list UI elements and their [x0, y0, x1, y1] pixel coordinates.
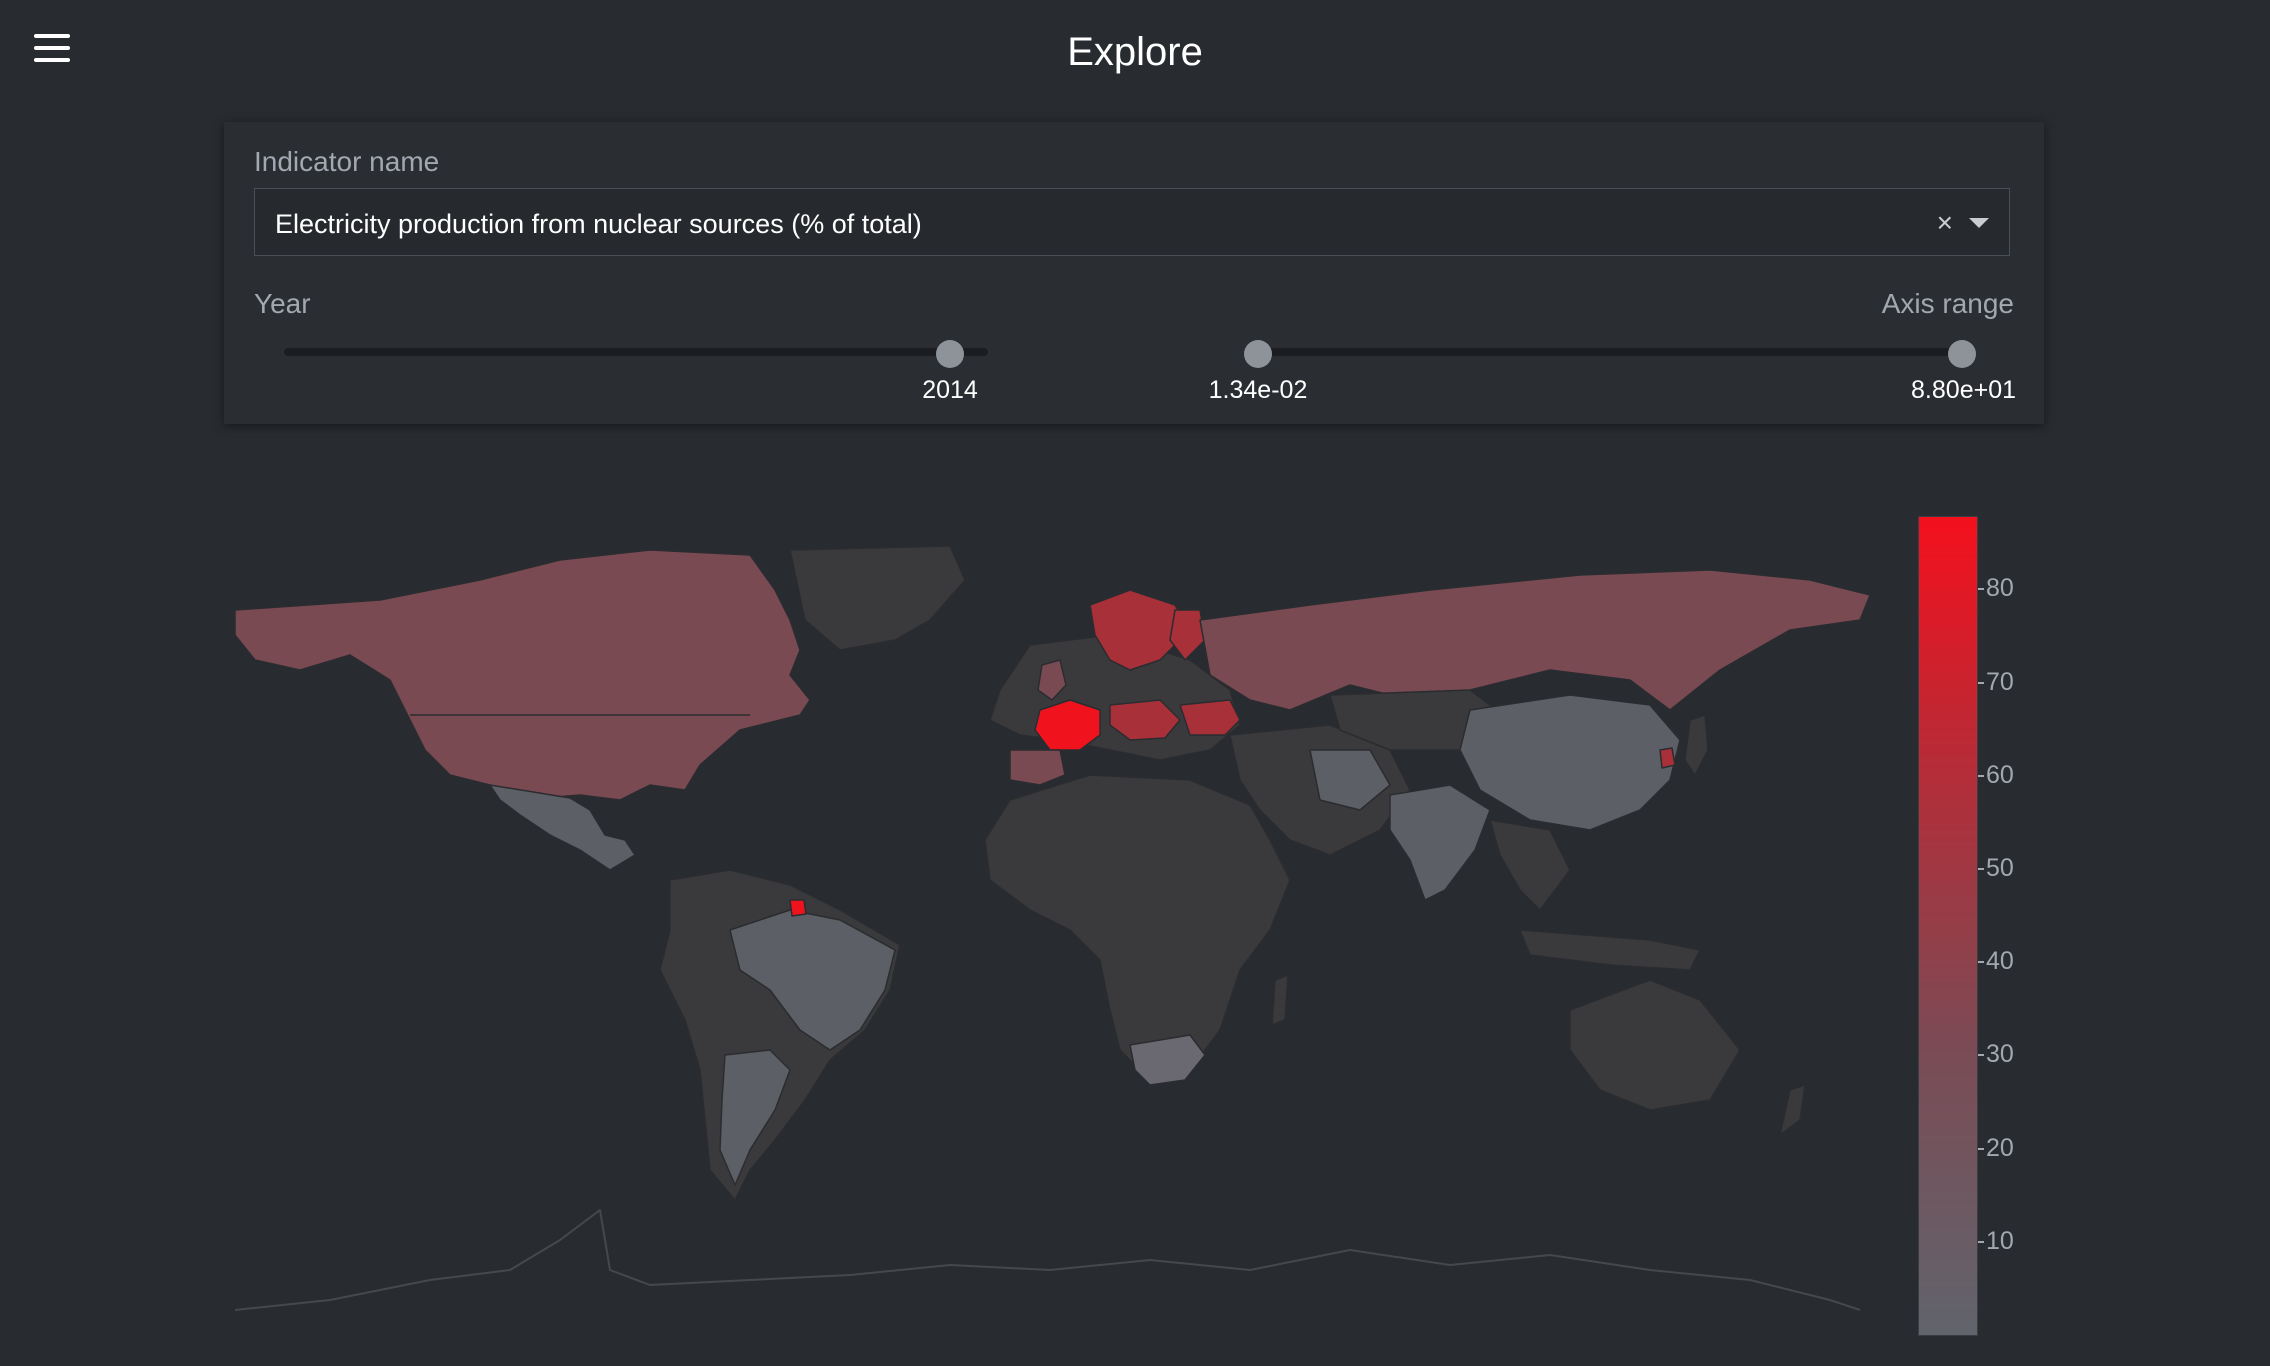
- colorbar-tick: 40: [1978, 947, 2014, 975]
- map-madagascar: [1271, 974, 1289, 1026]
- year-label: Year: [254, 288, 311, 319]
- indicator-label: Indicator name: [254, 146, 440, 177]
- indicator-select[interactable]: Electricity production from nuclear sour…: [254, 188, 2010, 256]
- axis-range-min-value: 1.34e-02: [1208, 376, 1308, 404]
- map-russia: [1199, 569, 1870, 711]
- map-antarctica: [234, 1209, 1861, 1311]
- map-greenland: [789, 545, 966, 651]
- axis-range-slider-track[interactable]: [1257, 348, 1961, 356]
- map-new-zealand: [1779, 1084, 1806, 1136]
- map-north-america: [234, 549, 811, 801]
- colorbar-tick: 60: [1978, 761, 2014, 789]
- map-mexico: [489, 784, 636, 871]
- year-slider-track[interactable]: [284, 348, 988, 356]
- colorbar-tick: 10: [1978, 1227, 2014, 1255]
- axis-range-max-value: 8.80e+01: [1911, 376, 2016, 404]
- colorbar-tick: 80: [1978, 574, 2014, 602]
- map-india: [1389, 784, 1491, 901]
- page-title: Explore: [1067, 30, 1203, 74]
- map-central-europe: [1109, 699, 1181, 741]
- hamburger-menu-icon[interactable]: [34, 30, 74, 66]
- indicator-select-value: Electricity production from nuclear sour…: [275, 209, 922, 239]
- axis-range-max-thumb[interactable]: [1948, 340, 1976, 368]
- map-japan: [1684, 714, 1709, 776]
- map-brazil: [729, 909, 896, 1051]
- axis-range-label: Axis range: [1881, 288, 2014, 319]
- map-south-africa: [1129, 1034, 1206, 1086]
- map-uk: [1037, 659, 1067, 701]
- axis-range-min-thumb[interactable]: [1244, 340, 1272, 368]
- colorbar-tick: 70: [1978, 668, 2014, 696]
- controls-panel: Indicator name Electricity production fr…: [224, 122, 2044, 424]
- map-korea: [1659, 747, 1676, 769]
- map-iberia: [1009, 749, 1066, 786]
- map-scandinavia: [1089, 589, 1191, 671]
- colorbar-tick: 30: [1978, 1040, 2014, 1068]
- clear-icon[interactable]: ×: [1936, 207, 1953, 238]
- map-africa: [984, 774, 1291, 1081]
- year-slider-thumb[interactable]: [936, 340, 964, 368]
- world-map-svg[interactable]: [230, 510, 1870, 1340]
- map-french-guiana: [789, 899, 807, 917]
- chevron-down-icon[interactable]: [1969, 218, 1989, 228]
- map-china: [1459, 694, 1681, 831]
- map-ukraine: [1179, 699, 1241, 736]
- map-argentina: [719, 1049, 791, 1186]
- choropleth-map[interactable]: [230, 510, 1870, 1340]
- map-southeast-asia: [1489, 819, 1571, 911]
- map-iran: [1309, 749, 1391, 811]
- year-value: 2014: [922, 376, 978, 404]
- colorbar-tick: 20: [1978, 1134, 2014, 1162]
- map-australia: [1569, 979, 1741, 1111]
- colorbar: [1918, 516, 1978, 1336]
- map-finland: [1169, 609, 1206, 661]
- map-indonesia: [1519, 929, 1701, 971]
- map-france: [1034, 699, 1101, 751]
- colorbar-tick: 50: [1978, 854, 2014, 882]
